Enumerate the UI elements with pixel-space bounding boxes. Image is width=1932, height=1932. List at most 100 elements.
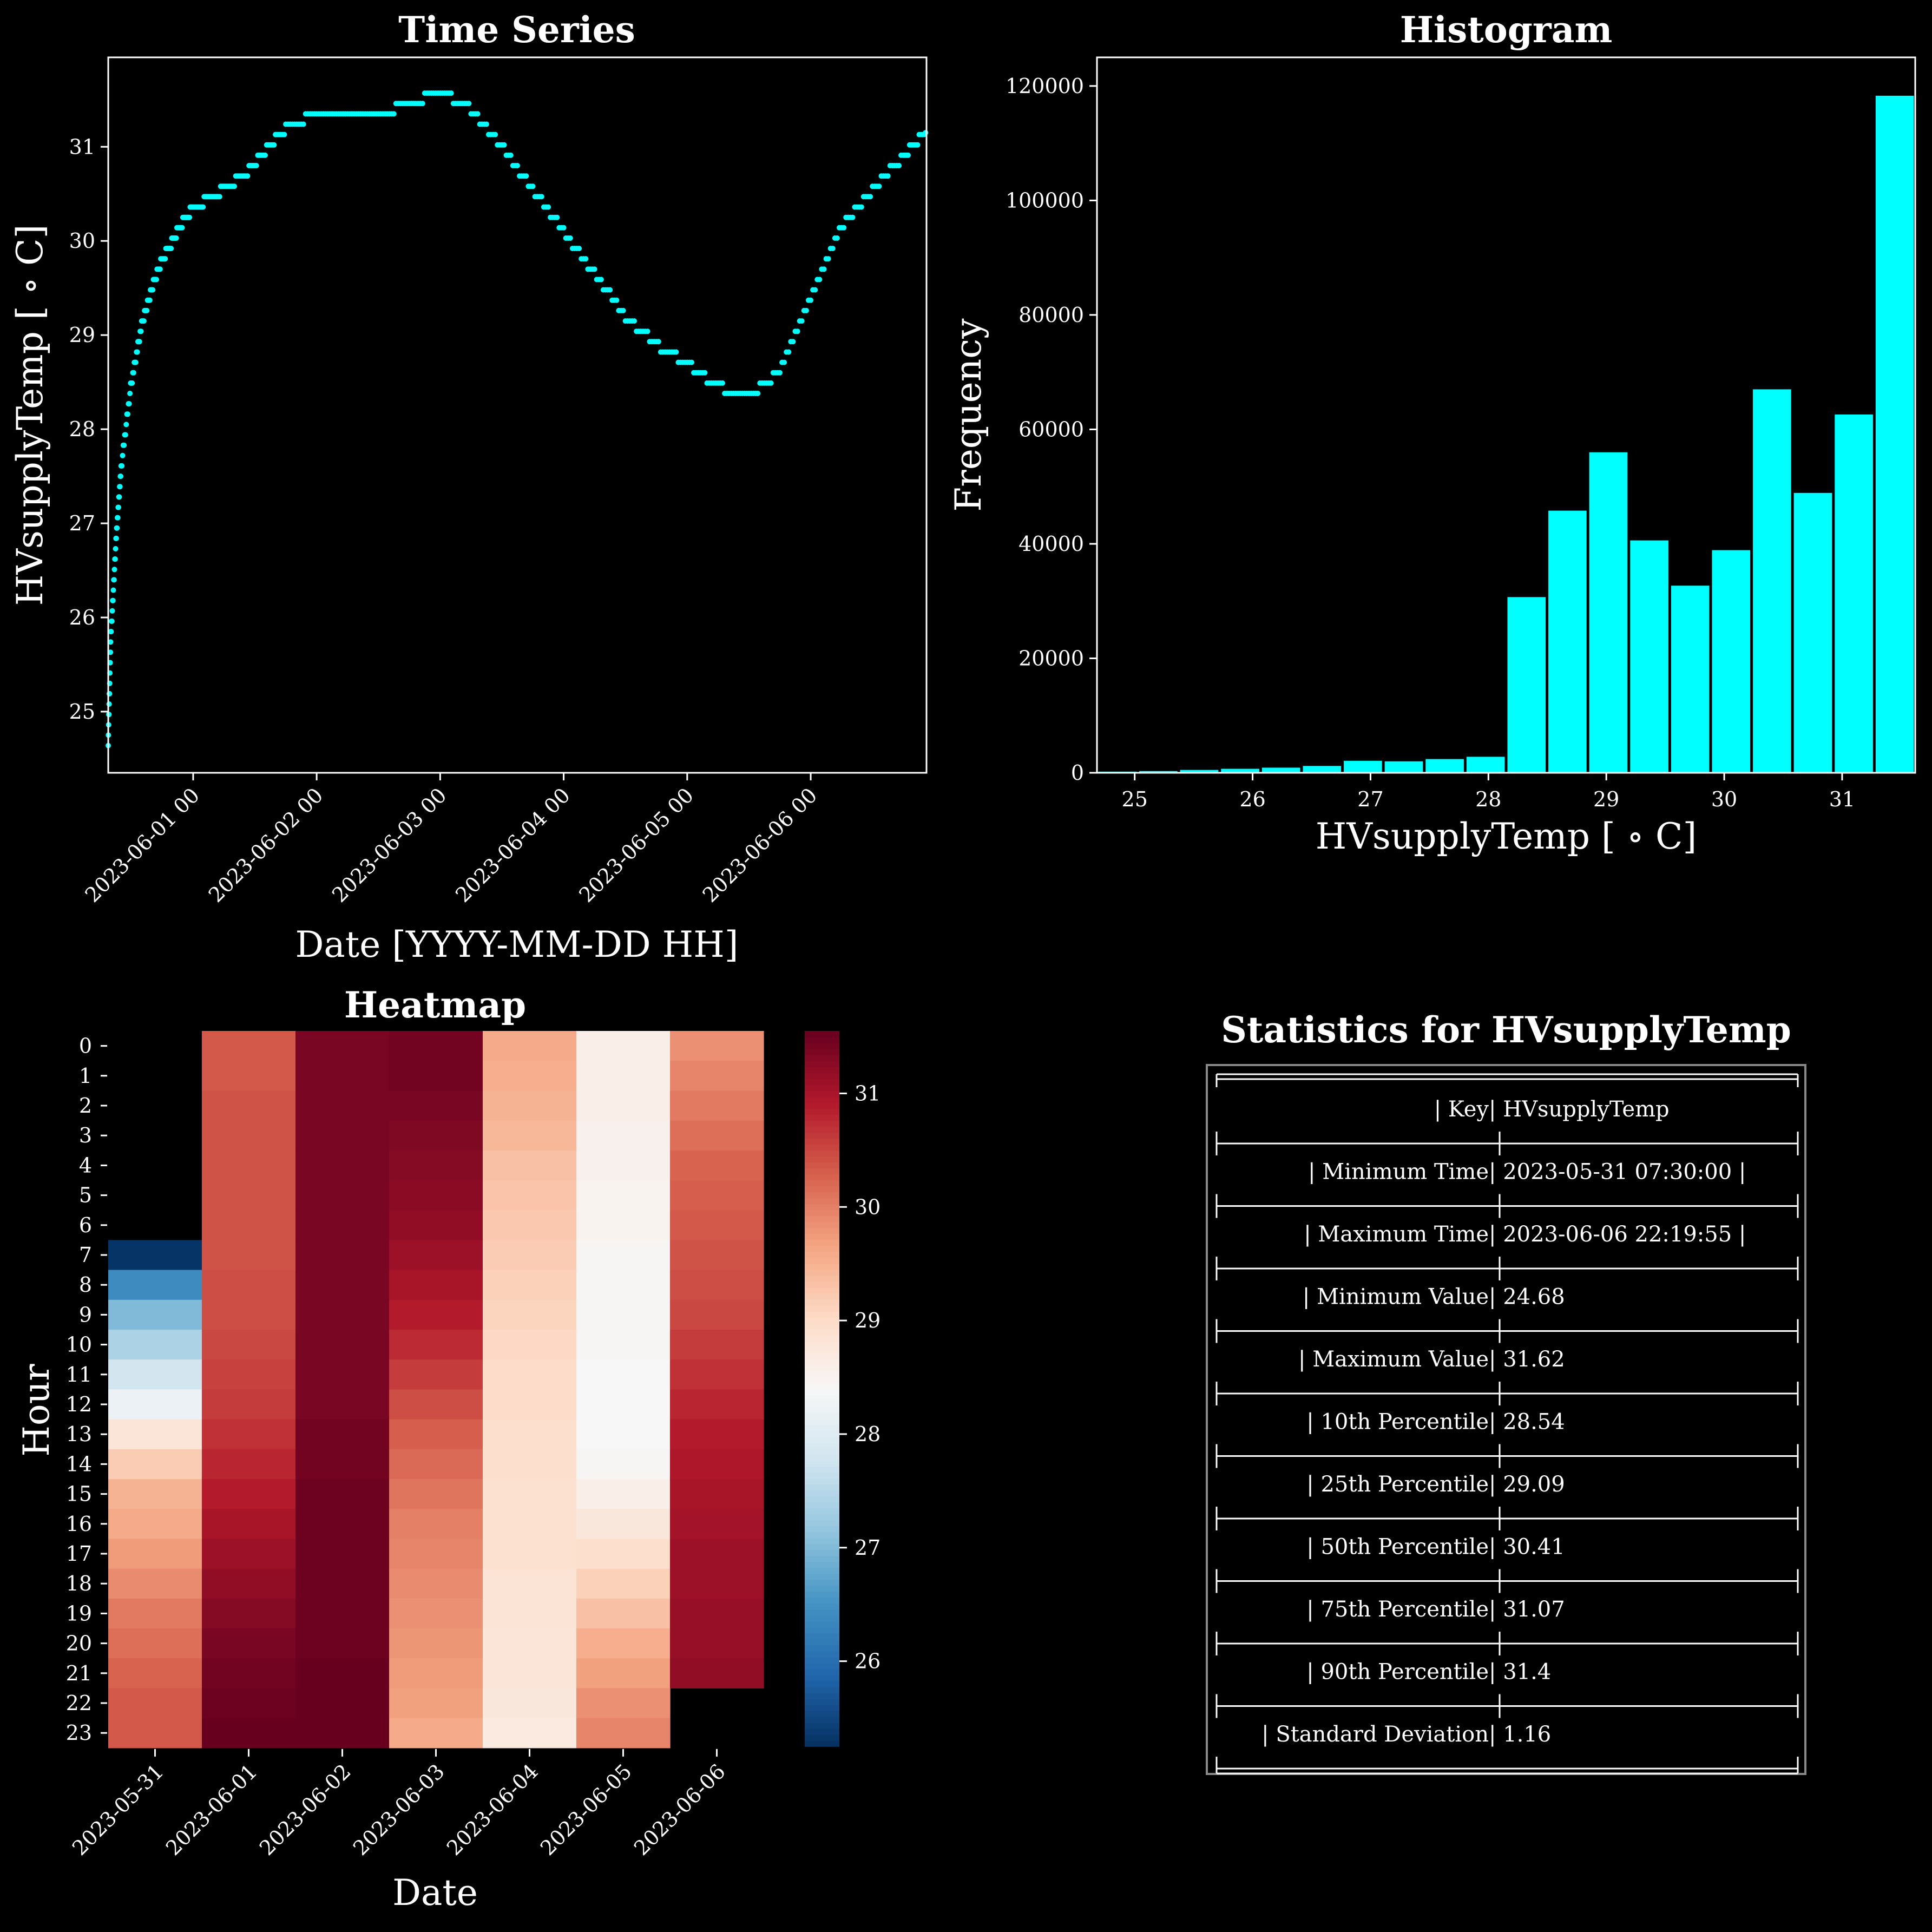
heatmap-cell	[670, 1240, 764, 1271]
heatmap-hour-label: 22	[66, 1691, 92, 1715]
statistics-key: | Standard Deviation	[1261, 1722, 1489, 1747]
colorbar-segment	[805, 1245, 839, 1252]
time-series-point	[923, 130, 929, 136]
colorbar-segment	[805, 1454, 839, 1461]
heatmap-colorbar-ticks: 26 27 28 29 30 31	[839, 1081, 880, 1673]
colorbar-segment	[805, 1263, 839, 1270]
colorbar-segment	[805, 1692, 839, 1699]
time-series-point	[576, 246, 582, 252]
heatmap-cell	[389, 1479, 483, 1509]
time-series-point	[144, 307, 150, 313]
time-series-point	[620, 307, 626, 313]
colorbar-segment	[805, 1043, 839, 1049]
heatmap-cell	[576, 1270, 671, 1300]
heatmap-cell	[202, 1299, 296, 1330]
heatmap-cell	[389, 1090, 483, 1121]
colorbar-segment	[805, 1108, 839, 1115]
heatmap-hour-label: 2	[79, 1094, 92, 1118]
time-series-y-tick-label: 25	[69, 700, 95, 724]
time-series-point	[689, 359, 694, 365]
heatmap-cell	[108, 1270, 202, 1300]
statistics-key: | 90th Percentile	[1306, 1660, 1489, 1685]
time-series-point	[253, 163, 259, 168]
heatmap-cell	[108, 1389, 202, 1420]
colorbar-segment	[805, 1120, 839, 1127]
heatmap-cell	[295, 1180, 390, 1211]
time-series-point	[173, 235, 179, 241]
heatmap-hour-label: 14	[66, 1452, 92, 1476]
histogram-bar	[1261, 767, 1300, 773]
heatmap-hour-label: 23	[66, 1721, 92, 1745]
statistics-row: | 25th Percentile | 29.09	[1215, 1472, 1799, 1530]
time-series-point	[116, 504, 121, 510]
heatmap-cell	[389, 1658, 483, 1688]
histogram-x-ticks: 25 26 27 28 29 30 31	[1122, 773, 1855, 811]
time-series-point	[154, 277, 159, 282]
heatmap-cell	[576, 1598, 671, 1629]
heatmap-cell	[483, 1509, 577, 1539]
heatmap-cell	[295, 1150, 390, 1181]
time-series-point	[655, 339, 661, 345]
statistics-value: | 31.07	[1489, 1597, 1565, 1622]
heatmap-cell	[295, 1628, 390, 1659]
colorbar-segment	[805, 1436, 839, 1443]
histogram-bar	[1303, 766, 1342, 773]
time-series-y-tick-label: 27	[69, 511, 95, 535]
histogram-frame	[1096, 56, 1916, 774]
histogram-y-tick-label: 60000	[1018, 417, 1084, 441]
colorbar-segment	[805, 1430, 839, 1437]
statistics-row: | Key | HVsupplyTemp	[1215, 1097, 1799, 1155]
statistics-value: | 1.16	[1489, 1722, 1551, 1747]
heatmap-cell	[108, 1299, 202, 1330]
time-series-point	[781, 359, 787, 365]
histogram-bar	[1507, 597, 1546, 773]
time-series-point	[508, 152, 514, 158]
heatmap-cell	[108, 1449, 202, 1480]
heatmap-hour-label: 17	[66, 1542, 92, 1566]
heatmap-hour-label: 7	[79, 1243, 92, 1267]
time-series-point	[885, 173, 891, 179]
time-series-point	[112, 556, 118, 562]
heatmap-cell	[108, 1359, 202, 1390]
histogram-bar	[1835, 414, 1873, 773]
time-series-point	[614, 297, 620, 303]
statistics-row: | 50th Percentile | 30.41	[1215, 1535, 1799, 1593]
colorbar-segment	[805, 1186, 839, 1193]
statistics-key: | 10th Percentile	[1306, 1410, 1489, 1435]
heatmap-hour-label: 5	[79, 1184, 92, 1207]
heatmap-cell	[389, 1299, 483, 1330]
colorbar-segment	[805, 1311, 839, 1318]
time-series-point	[108, 649, 114, 655]
time-series-point	[216, 194, 222, 200]
time-series-point	[554, 214, 560, 220]
heatmap-cell	[108, 1240, 202, 1271]
heatmap-cell	[576, 1658, 671, 1688]
colorbar-segment	[805, 1364, 839, 1371]
colorbar-segment	[805, 1579, 839, 1586]
colorbar-segment	[805, 1686, 839, 1693]
colorbar-segment	[805, 1299, 839, 1306]
histogram-bar	[1466, 757, 1505, 773]
colorbar-segment	[805, 1251, 839, 1258]
time-series-point	[523, 173, 529, 179]
heatmap-cell	[389, 1150, 483, 1181]
time-series-point	[141, 318, 147, 324]
time-series-point	[115, 515, 121, 521]
colorbar-segment	[805, 1376, 839, 1383]
histogram-x-tick-label: 27	[1357, 787, 1383, 811]
colorbar-tick-label: 31	[855, 1081, 880, 1105]
colorbar-segment	[805, 1627, 839, 1634]
colorbar-segment	[805, 1657, 839, 1664]
colorbar-tick-label: 29	[855, 1309, 880, 1332]
heatmap-hour-label: 12	[66, 1392, 92, 1416]
time-series-point	[136, 339, 142, 345]
heatmap-cell	[108, 1598, 202, 1629]
colorbar-segment	[805, 1358, 839, 1365]
time-series-point	[111, 567, 117, 573]
time-series-point	[106, 701, 112, 707]
time-series-point	[179, 225, 185, 231]
statistics-row: | Maximum Time | 2023-06-06 22:19:55 |	[1215, 1222, 1799, 1280]
histogram-bar	[1753, 389, 1791, 773]
histogram-bar	[1589, 452, 1628, 773]
